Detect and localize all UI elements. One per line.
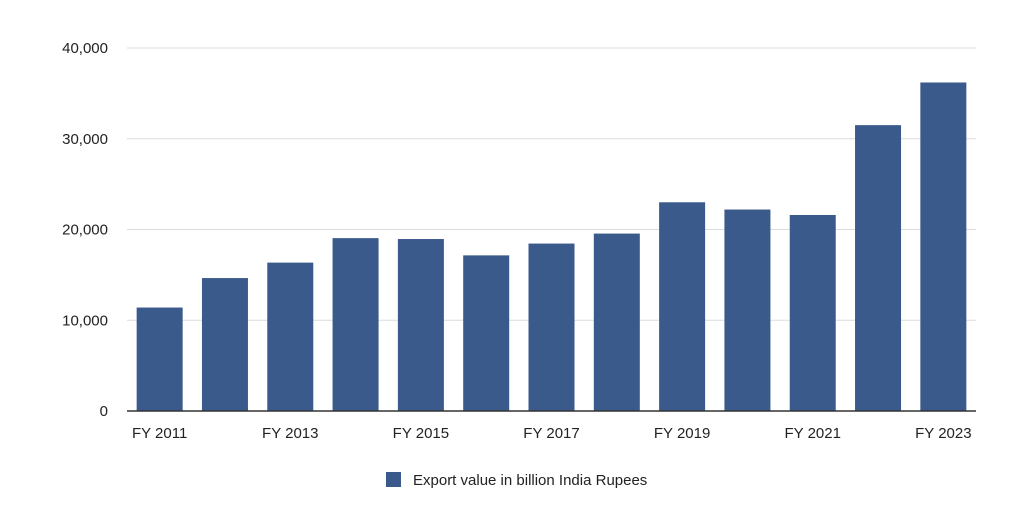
bar xyxy=(267,262,314,411)
y-tick-label: 10,000 xyxy=(62,312,108,329)
bar xyxy=(659,202,706,411)
legend: Export value in billion India Rupees xyxy=(386,472,647,489)
bar xyxy=(201,278,248,411)
bar xyxy=(789,214,836,411)
x-tick-label: FY 2013 xyxy=(262,425,318,442)
y-tick-label: 40,000 xyxy=(62,40,108,57)
x-tick-label: FY 2017 xyxy=(523,425,579,442)
bar xyxy=(397,239,444,411)
x-tick-label: FY 2023 xyxy=(915,425,971,442)
bar xyxy=(528,243,575,411)
legend-swatch xyxy=(386,472,401,487)
y-tick-label: 30,000 xyxy=(62,131,108,148)
bar xyxy=(593,233,640,411)
y-tick-label: 0 xyxy=(100,403,108,420)
bars xyxy=(136,82,967,412)
x-tick-label: FY 2021 xyxy=(785,425,841,442)
legend-label: Export value in billion India Rupees xyxy=(413,472,647,489)
x-tick-label: FY 2011 xyxy=(132,425,187,442)
x-axis-tick-labels: FY 2011 FY 2013 FY 2015 FY 2017 FY 2019 FY 20… xyxy=(132,425,972,442)
y-tick-label: 20,000 xyxy=(62,222,108,239)
y-axis-tick-labels: 0 10,000 20,000 30,000 40,000 xyxy=(62,40,108,420)
bar xyxy=(463,255,510,411)
bar xyxy=(724,209,771,411)
bar xyxy=(332,238,379,411)
x-tick-label: FY 2019 xyxy=(654,425,710,442)
bar xyxy=(920,82,967,412)
bar xyxy=(136,307,183,411)
bar xyxy=(855,125,902,411)
x-tick-label: FY 2015 xyxy=(393,425,449,442)
